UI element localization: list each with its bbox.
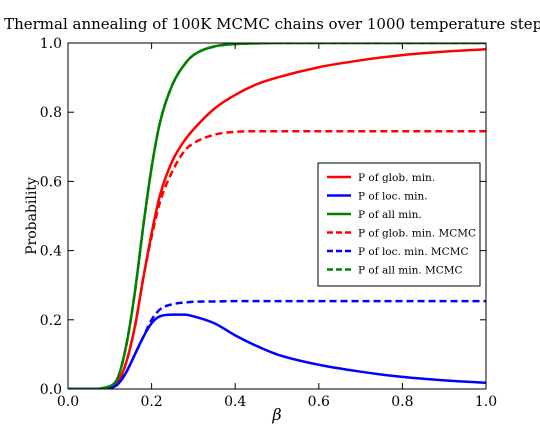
series-line-6 — [68, 43, 486, 389]
x-tick-label: 0.8 — [391, 394, 413, 410]
legend-label: P of all min. MCMC — [358, 265, 463, 277]
x-tick-label: 0.4 — [224, 394, 246, 410]
chart-title: Thermal annealing of 100K MCMC chains ov… — [4, 15, 540, 33]
y-tick-label: 1.0 — [40, 36, 62, 52]
y-tick-label: 0.2 — [40, 313, 62, 329]
legend-label: P of loc. min. MCMC — [358, 246, 469, 258]
series-line-5 — [68, 299, 486, 389]
y-tick-label: 0.0 — [40, 382, 62, 398]
y-tick-label: 0.4 — [40, 244, 62, 260]
legend-label: P of loc. min. — [358, 191, 428, 203]
x-tick-label: 1.0 — [475, 394, 497, 410]
legend-label: P of glob. min. — [358, 172, 435, 184]
y-tick-label: 0.8 — [40, 105, 62, 121]
x-tick-label: 0.0 — [57, 394, 79, 410]
x-tick-label: 0.2 — [140, 394, 162, 410]
series-line-4 — [68, 129, 486, 389]
legend-label: P of glob. min. MCMC — [358, 228, 476, 240]
legend-label: P of all min. — [358, 209, 422, 221]
plot-frame — [67, 42, 487, 390]
legend-box — [317, 162, 481, 287]
y-tick-label: 0.6 — [40, 174, 62, 190]
legend: P of glob. min. P of loc. min. P of all mi… — [317, 162, 481, 287]
x-axis-label: β — [271, 405, 281, 424]
x-tick-label: 0.6 — [308, 394, 330, 410]
y-axis-label: Probability — [24, 177, 40, 255]
